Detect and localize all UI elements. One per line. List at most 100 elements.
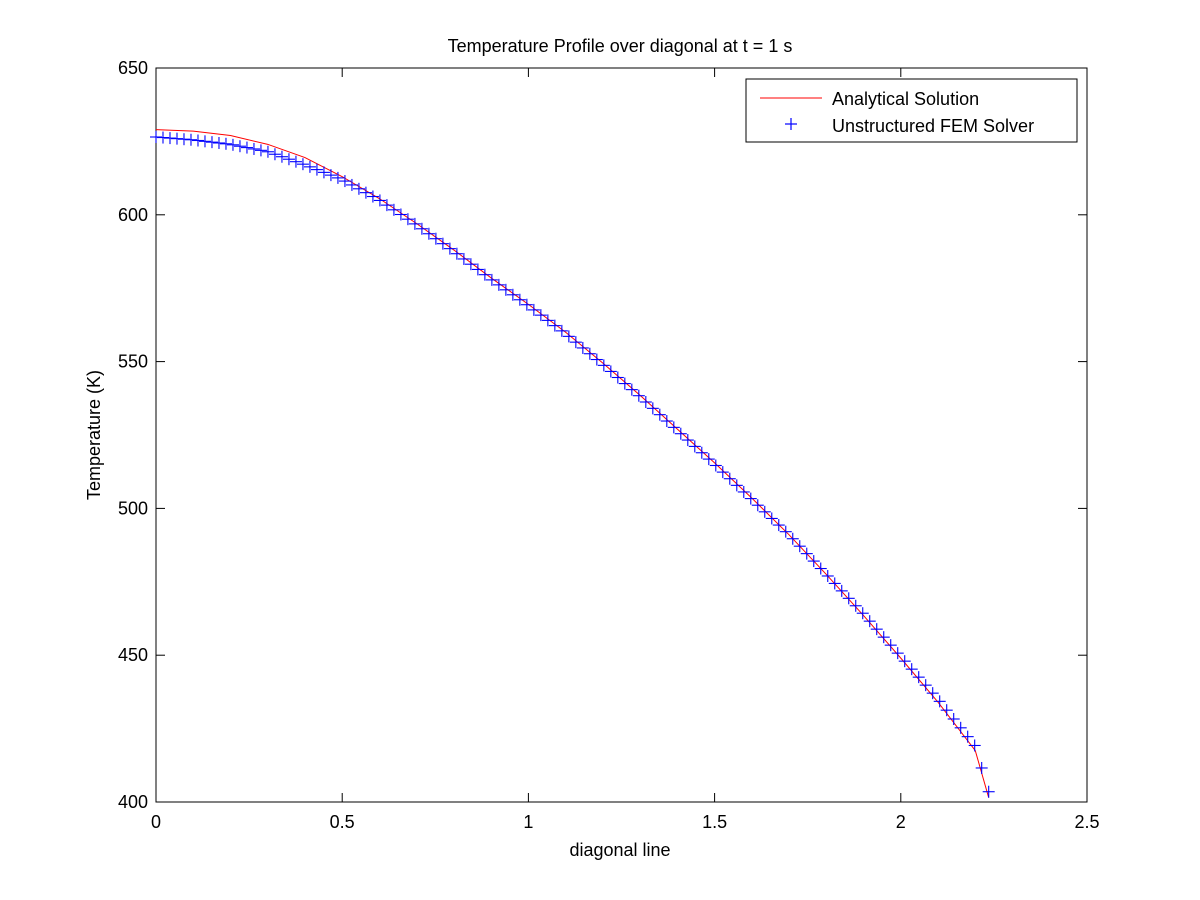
fem-marker [667, 421, 680, 434]
fem-marker [681, 434, 694, 447]
fem-marker [170, 132, 183, 145]
fem-marker [198, 135, 211, 148]
fem-marker [758, 505, 771, 518]
fem-marker [814, 562, 827, 575]
fem-marker [150, 130, 162, 143]
x-axis-ticks: 0 0.5 1 1.5 2 2.5 [151, 68, 1100, 832]
x-tick-label: 1 [523, 812, 533, 832]
fem-marker [177, 133, 190, 146]
fem-marker [254, 144, 267, 157]
fem-marker [485, 273, 498, 286]
fem-marker [415, 222, 428, 235]
fem-marker [961, 730, 974, 743]
fem-marker [310, 163, 323, 176]
fem-marker [632, 389, 645, 402]
fem-marker [506, 288, 519, 301]
fem-marker [709, 459, 722, 472]
fem-marker [604, 365, 617, 378]
fem-marker [282, 153, 295, 166]
fem-marker [534, 309, 547, 322]
fem-marker [303, 160, 316, 173]
x-tick-label: 2 [896, 812, 906, 832]
fem-marker [163, 132, 176, 145]
fem-marker [359, 186, 372, 199]
fem-marker [373, 194, 386, 207]
fem-marker [870, 623, 883, 636]
fem-marker [226, 138, 239, 151]
fem-marker [982, 785, 995, 798]
fem-marker [828, 577, 841, 590]
fem-marker [324, 169, 337, 182]
fem-marker [219, 137, 232, 150]
fem-marker [184, 133, 197, 146]
fem-marker [366, 190, 379, 203]
fem-marker [191, 134, 204, 147]
x-tick-label: 0 [151, 812, 161, 832]
fem-marker [975, 761, 988, 774]
fem-marker [646, 402, 659, 415]
fem-marker [422, 227, 435, 240]
fem-marker [261, 145, 274, 158]
fem-marker [436, 237, 449, 250]
fem-marker [471, 263, 484, 276]
fem-marker [730, 479, 743, 492]
fem-marker [233, 140, 246, 153]
fem-marker [443, 242, 456, 255]
fem-marker [520, 298, 533, 311]
chart-title: Temperature Profile over diagonal at t =… [448, 36, 793, 56]
fem-marker [849, 599, 862, 612]
x-tick-label: 2.5 [1074, 812, 1099, 832]
fem-marker [737, 485, 750, 498]
series-layer [150, 129, 995, 798]
fem-marker [807, 555, 820, 568]
fem-marker [968, 739, 981, 752]
fem-marker [331, 171, 344, 184]
fem-marker [450, 247, 463, 260]
legend-swatch-fem [785, 118, 797, 130]
fem-marker [835, 584, 848, 597]
plot-area [155, 67, 1088, 803]
fem-marker [884, 639, 897, 652]
fem-marker [891, 647, 904, 660]
legend-box [745, 78, 1078, 143]
x-tick-label: 1.5 [702, 812, 727, 832]
fem-marker [940, 704, 953, 717]
fem-marker [240, 141, 253, 154]
y-tick-label: 600 [118, 205, 148, 225]
legend-label-fem: Unstructured FEM Solver [832, 116, 1034, 136]
y-tick-label: 400 [118, 792, 148, 812]
fem-marker [576, 341, 589, 354]
fem-marker [527, 303, 540, 316]
fem-marker [394, 208, 407, 221]
fem-marker [674, 427, 687, 440]
fem-marker [723, 472, 736, 485]
fem-marker [695, 446, 708, 459]
fem-marker [268, 148, 281, 161]
fem-marker [618, 377, 631, 390]
fem-marker [289, 155, 302, 168]
fem-marker [492, 278, 505, 291]
fem-marker [639, 395, 652, 408]
y-tick-label: 450 [118, 645, 148, 665]
fem-marker [401, 213, 414, 226]
fem-marker [464, 258, 477, 271]
fem-marker [660, 415, 673, 428]
legend-label-analytical: Analytical Solution [832, 89, 979, 109]
fem-marker [947, 712, 960, 725]
fem-marker [555, 324, 568, 337]
fem-marker [800, 547, 813, 560]
y-axis-label: Temperature (K) [84, 370, 104, 500]
fem-marker [625, 383, 638, 396]
fem-marker [275, 150, 288, 163]
fem-marker [562, 330, 575, 343]
fem-marker [338, 175, 351, 188]
y-axis-ticks: 400 450 500 550 600 650 [118, 58, 1087, 812]
fem-marker [772, 519, 785, 532]
fem-marker [205, 136, 218, 149]
fem-marker [912, 671, 925, 684]
fem-marker [499, 283, 512, 296]
fem-marker [779, 525, 792, 538]
fem-marker [751, 499, 764, 512]
fem-marker [905, 663, 918, 676]
